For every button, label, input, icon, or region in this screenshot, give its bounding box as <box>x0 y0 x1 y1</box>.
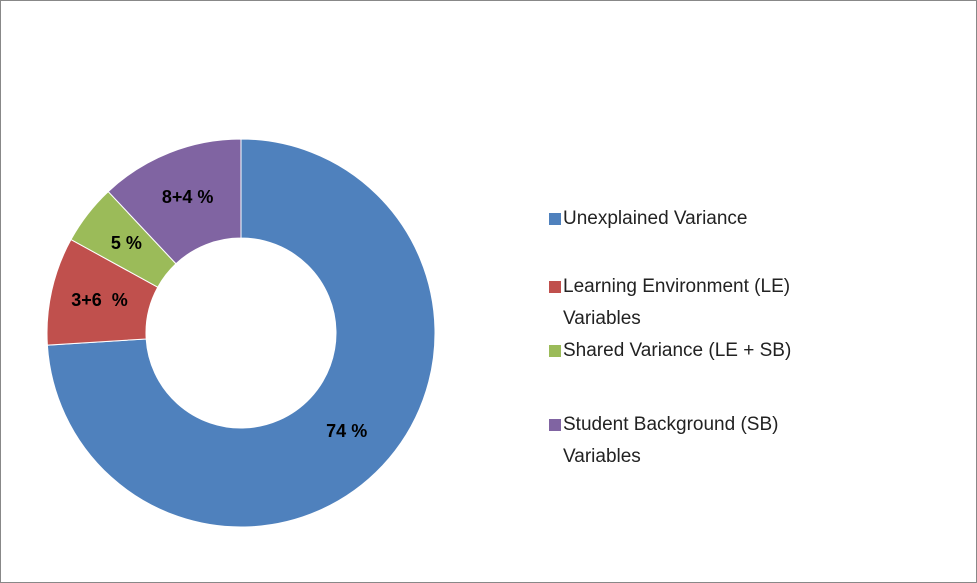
legend-entry: Shared Variance (LE + SB) <box>549 335 799 367</box>
legend-entry: Learning Environment (LE) Variables <box>549 271 799 335</box>
data-label: 74 % <box>326 421 367 441</box>
legend-swatch <box>549 213 561 225</box>
legend-swatch <box>549 281 561 293</box>
legend-label: Learning Environment (LE) Variables <box>563 276 791 329</box>
legend-entry: Student Background (SB) Variables <box>549 409 799 473</box>
donut-slice <box>107 138 242 265</box>
legend-entry: Unexplained Variance <box>549 203 799 235</box>
legend-swatch <box>549 419 561 431</box>
donut-slice <box>46 138 436 528</box>
legend-swatch <box>549 345 561 357</box>
data-label: 5 % <box>111 233 142 253</box>
legend-label: Student Background (SB) Variables <box>563 414 779 467</box>
legend-label: Unexplained Variance <box>563 208 748 229</box>
legend-label: Shared Variance (LE + SB) <box>563 340 792 361</box>
data-label: 3+6 % <box>71 290 128 310</box>
data-label: 8+4 % <box>162 187 214 207</box>
